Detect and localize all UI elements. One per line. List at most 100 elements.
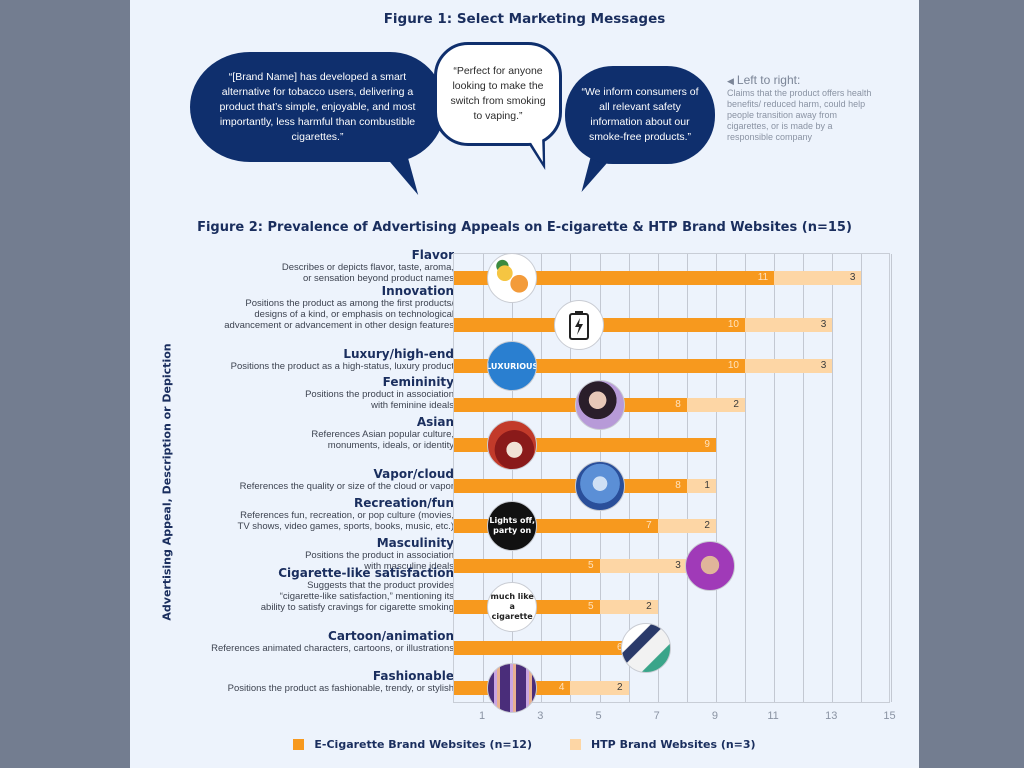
battery-icon: [554, 300, 605, 350]
category-description: advancement or advancement in other desi…: [224, 320, 454, 331]
category-description: ability to satisfy cravings for cigarett…: [260, 602, 454, 613]
plot-area: 11 3 10 3 10 3 LUXURIOUS 8 2 9 8 1 7 2 Lights off, par…: [453, 253, 892, 713]
category-name: Cartoon/animation: [328, 629, 454, 643]
category-name: Femininity: [382, 375, 454, 389]
category-description: TV shows, video games, sports, books, mu…: [237, 521, 454, 532]
bar-ecig: 7: [454, 519, 658, 533]
category-description: with feminine ideals: [371, 400, 454, 411]
x-tick-label: 15: [883, 710, 896, 722]
x-tick-label: 3: [537, 710, 544, 722]
x-tick-label: 1: [479, 710, 486, 722]
category-description: designs of a kind, or emphasis on techno…: [254, 309, 454, 320]
category-name: Vapor/cloud: [373, 467, 454, 481]
note-body: Claims that the product offers health be…: [727, 88, 872, 142]
category-label: Flavor Describes or depicts flavor, taste…: [281, 248, 454, 285]
bar-value: 2: [733, 399, 739, 410]
bar-value: 11: [757, 272, 769, 283]
legend-swatch-ecig: [293, 739, 305, 750]
legend-label: E-Cigarette Brand Websites (n=12): [314, 738, 532, 751]
gridline: [541, 254, 543, 702]
bar-htp: 2: [570, 681, 629, 695]
bar-htp: 3: [599, 559, 687, 573]
bubble-text: “Perfect for anyone looking to make the …: [450, 65, 546, 122]
category-name: Fashionable: [372, 669, 454, 683]
category-label: Recreation/fun References fun, recreation…: [237, 496, 454, 533]
bar-value: 3: [675, 560, 681, 571]
gridline: [803, 254, 805, 702]
gridline: [657, 254, 659, 702]
legend-item-ecig: E-Cigarette Brand Websites (n=12): [293, 738, 532, 751]
x-tick-label: 11: [767, 710, 779, 722]
vapor-cloud-image: [574, 461, 625, 511]
bar-value: 9: [704, 439, 710, 450]
category-description: Positions the product in association: [305, 389, 454, 400]
category-label: Cartoon/animation References animated cha…: [211, 629, 454, 655]
category-description: Describes or depicts flavor, taste, arom…: [281, 262, 454, 273]
category-description: References the quality or size of the cl…: [239, 481, 454, 492]
bar-ecig: 8: [454, 398, 687, 412]
category-description: with masculine ideals: [364, 561, 454, 572]
bar-htp: 3: [774, 271, 862, 285]
x-tick-label: 9: [711, 710, 718, 722]
gridline: [686, 254, 688, 702]
bar-value: 2: [704, 520, 710, 531]
category-name: Innovation: [381, 284, 454, 298]
vape-pens-image: [487, 663, 538, 713]
category-description: Positions the product as fashionable, tr…: [227, 683, 454, 694]
gridline: [832, 254, 834, 702]
category-description: Positions the product as a high-status, …: [230, 361, 454, 372]
category-name: Recreation/fun: [354, 496, 454, 510]
cigarette-text-badge: much like a cigarette: [487, 582, 538, 632]
bar-htp: 3: [745, 359, 833, 373]
gridline: [483, 254, 485, 702]
bar-value: 3: [820, 360, 827, 371]
bar-value: 4: [558, 682, 565, 693]
gridline: [774, 254, 776, 702]
gridline: [512, 254, 514, 702]
bar-value: 3: [820, 319, 827, 330]
bubble-text: “[Brand Name] has developed a smart alte…: [219, 70, 416, 143]
bar-value: 2: [646, 601, 652, 612]
triangle-left-icon: ◀: [727, 76, 734, 86]
x-tick-label: 13: [825, 710, 838, 722]
speech-bubble-1: “[Brand Name] has developed a smart alte…: [190, 52, 445, 162]
bar-ecig: 6: [454, 641, 629, 655]
bar-value: 8: [675, 399, 681, 410]
gridline: [628, 254, 630, 702]
category-description: “cigarette-like satisfaction,” mentionin…: [279, 591, 454, 602]
bar-ecig: 5: [454, 559, 600, 573]
gridline: [861, 254, 863, 702]
note-heading: Left to right:: [736, 73, 801, 87]
category-description: Suggests that the product provides: [307, 580, 454, 591]
bar-htp: 2: [599, 600, 658, 614]
category-description: References fun, recreation, or pop cultu…: [240, 510, 454, 521]
figure1-title: Figure 1: Select Marketing Messages: [383, 11, 666, 27]
legend-item-htp: HTP Brand Websites (n=3): [569, 738, 756, 751]
category-label: Innovation Positions the product as among…: [224, 284, 454, 332]
bar-value: 6: [617, 642, 623, 653]
bar-value: 7: [646, 520, 652, 531]
party-text-badge: Lights off, party on: [487, 501, 538, 551]
category-label: Femininity Positions the product in assoc…: [305, 375, 454, 412]
category-description: or sensation beyond product names: [302, 273, 454, 284]
category-name: Masculinity: [376, 536, 454, 550]
category-label: Luxury/high-end Positions the product as …: [230, 347, 454, 373]
bar-value: 10: [727, 360, 739, 371]
gridline: [745, 254, 746, 702]
bar-value: 10: [727, 319, 739, 330]
bar-htp: 1: [686, 479, 716, 493]
category-name: Luxury/high-end: [343, 347, 454, 361]
category-name: Flavor: [411, 248, 454, 262]
speech-bubble-2: “Perfect for anyone looking to make the …: [434, 42, 562, 146]
bar-value: 2: [617, 682, 623, 693]
category-label: Asian References Asian popular culture, mo…: [311, 416, 454, 452]
bar-htp: 2: [657, 519, 716, 533]
category-description: Positions the product as among the first…: [245, 298, 454, 309]
bar-value: 8: [675, 480, 681, 491]
category-name: Cigarette-like satisfaction: [278, 566, 454, 580]
category-label: Fashionable Positions the product as fash…: [227, 669, 454, 695]
category-description: Positions the product in association: [305, 550, 454, 561]
speech-bubble-3: “We inform consumers of all relevant saf…: [565, 66, 715, 164]
luxurious-badge: LUXURIOUS: [487, 341, 538, 391]
legend: E-Cigarette Brand Websites (n=12) HTP Br…: [130, 738, 919, 751]
